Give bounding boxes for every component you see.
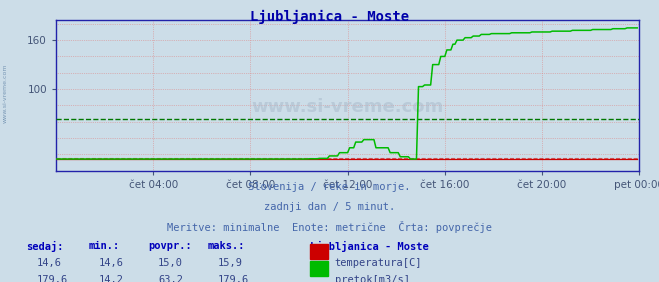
Text: maks.:: maks.: bbox=[208, 241, 245, 251]
Text: povpr.:: povpr.: bbox=[148, 241, 192, 251]
Text: Slovenija / reke in morje.: Slovenija / reke in morje. bbox=[248, 182, 411, 192]
Text: sedaj:: sedaj: bbox=[26, 241, 64, 252]
Text: 15,0: 15,0 bbox=[158, 258, 183, 268]
Text: 14,6: 14,6 bbox=[99, 258, 124, 268]
Text: 179,6: 179,6 bbox=[36, 275, 67, 282]
Text: temperatura[C]: temperatura[C] bbox=[335, 258, 422, 268]
Text: Meritve: minimalne  Enote: metrične  Črta: povprečje: Meritve: minimalne Enote: metrične Črta:… bbox=[167, 221, 492, 233]
Text: min.:: min.: bbox=[89, 241, 120, 251]
Text: 179,6: 179,6 bbox=[217, 275, 248, 282]
Text: Ljubljanica - Moste: Ljubljanica - Moste bbox=[310, 241, 428, 252]
Text: pretok[m3/s]: pretok[m3/s] bbox=[335, 275, 410, 282]
Text: 14,2: 14,2 bbox=[99, 275, 124, 282]
Text: 15,9: 15,9 bbox=[217, 258, 243, 268]
Text: 14,6: 14,6 bbox=[36, 258, 61, 268]
Text: 63,2: 63,2 bbox=[158, 275, 183, 282]
Text: www.si-vreme.com: www.si-vreme.com bbox=[3, 63, 8, 123]
Text: www.si-vreme.com: www.si-vreme.com bbox=[252, 98, 444, 116]
Text: zadnji dan / 5 minut.: zadnji dan / 5 minut. bbox=[264, 202, 395, 212]
Text: Ljubljanica - Moste: Ljubljanica - Moste bbox=[250, 10, 409, 24]
